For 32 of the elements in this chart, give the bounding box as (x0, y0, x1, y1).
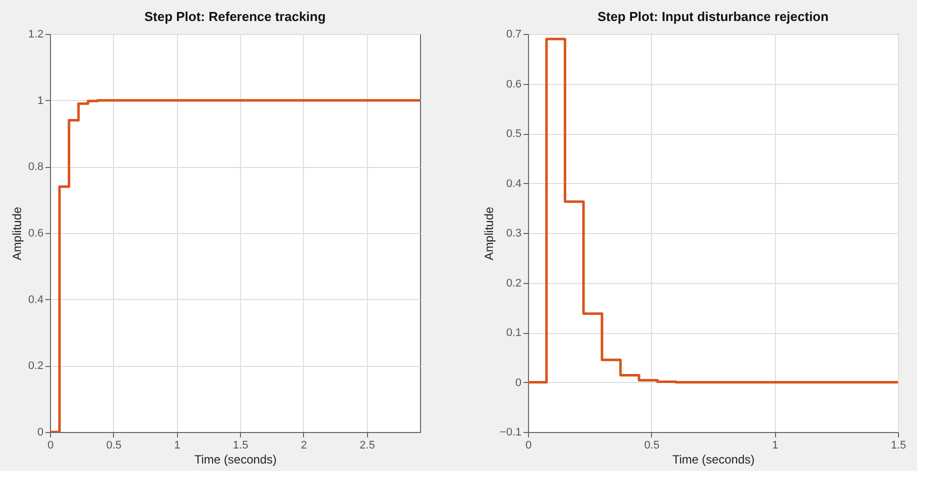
y-tick-label: 0.1 (506, 327, 522, 339)
y-tick-label: 0.4 (506, 178, 522, 190)
chart-title: Step Plot: Reference tracking (144, 9, 326, 24)
y-axis-title: Amplitude (482, 206, 496, 260)
x-tick-label: 0.5 (106, 440, 122, 452)
x-tick-label: 0 (47, 440, 54, 452)
y-tick-label: 0.4 (28, 294, 44, 306)
x-tick-label: 1.5 (890, 440, 906, 452)
x-axis-title: Time (seconds) (672, 452, 755, 466)
x-tick-label: 1 (772, 440, 778, 452)
y-tick-label: 0.6 (28, 228, 44, 240)
y-tick-label: 0.3 (506, 228, 522, 240)
y-tick-label: 0 (37, 426, 44, 438)
y-tick-label: 0.7 (506, 28, 522, 40)
x-tick-label: 2 (300, 440, 307, 452)
x-tick-label: 1.5 (232, 440, 248, 452)
y-tick-label: 0.6 (506, 78, 522, 90)
y-axis-title: Amplitude (10, 206, 24, 260)
x-axis-title: Time (seconds) (194, 452, 277, 466)
x-tick-label: 0.5 (644, 440, 660, 452)
y-tick-label: 1.2 (28, 28, 44, 40)
y-tick-label: 0 (515, 376, 522, 389)
y-tick-label: 0.5 (506, 128, 522, 140)
y-tick-label: −0.1 (500, 426, 522, 438)
x-tick-label: 0 (525, 440, 532, 452)
y-tick-label: 0.2 (28, 360, 44, 372)
x-tick-label: 2.5 (360, 440, 375, 452)
y-tick-label: 0.8 (28, 161, 44, 174)
x-tick-label: 1 (174, 440, 180, 452)
y-tick-label: 0.2 (506, 277, 522, 290)
y-tick-label: 1 (37, 94, 44, 107)
chart-title: Step Plot: Input disturbance rejection (597, 9, 829, 24)
